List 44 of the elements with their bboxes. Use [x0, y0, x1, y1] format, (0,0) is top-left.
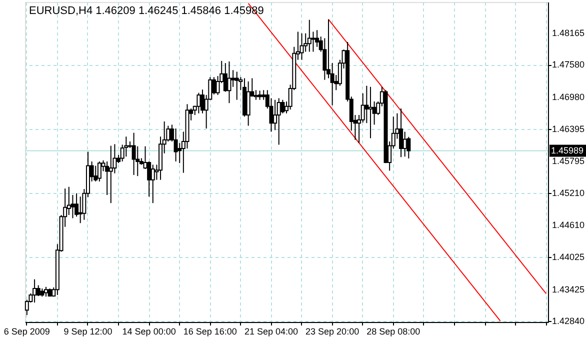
candlestick — [315, 30, 320, 48]
candlestick — [36, 284, 40, 297]
y-tick-label: 1.44610 — [552, 220, 585, 230]
x-tick-label: 21 Sep 04:00 — [244, 326, 298, 336]
candlestick — [227, 60, 232, 104]
candlestick — [258, 90, 262, 100]
candlestick — [234, 71, 239, 100]
candlestick — [97, 160, 102, 182]
x-tick-label: 16 Sep 16:00 — [183, 326, 237, 336]
candlestick — [174, 128, 178, 162]
y-tick-label: 1.47580 — [552, 60, 585, 70]
candlestick — [94, 165, 98, 182]
candlestick — [132, 132, 136, 176]
y-tick-label: 1.42840 — [552, 316, 585, 326]
y-tick-label: 1.46395 — [552, 124, 585, 134]
candlestick — [311, 31, 316, 52]
y-tick-label: 1.45795 — [552, 156, 585, 166]
y-tick-label: 1.46980 — [552, 92, 585, 102]
x-tick-label: 9 Sep 12:00 — [64, 326, 112, 336]
candlestick — [276, 98, 281, 146]
x-tick-label: 23 Sep 20:00 — [306, 326, 360, 336]
line-series — [328, 18, 547, 294]
candlestick — [307, 19, 312, 52]
candlestick — [108, 145, 113, 204]
x-tick-label: 14 Sep 00:00 — [122, 326, 176, 336]
y-tick-label: 1.45210 — [552, 188, 585, 198]
candlestick — [280, 99, 285, 114]
candlestick — [231, 70, 236, 88]
x-tick-label: 28 Sep 08:00 — [366, 326, 420, 336]
candlestick — [150, 164, 155, 204]
candlestick — [44, 286, 48, 298]
y-tick-label: 1.43425 — [552, 284, 585, 294]
candlestick — [300, 32, 304, 60]
y-tick-label: 1.44025 — [552, 252, 585, 262]
candlestick — [399, 108, 404, 158]
candlestick — [246, 80, 250, 126]
ref-line-label: 1.45989 — [551, 146, 584, 156]
x-tick-label: 6 Sep 2009 — [4, 326, 50, 336]
candlestick — [254, 90, 258, 100]
candlestick — [124, 136, 128, 158]
y-tick-label: 1.48165 — [552, 28, 585, 38]
candlestick — [32, 278, 37, 304]
candlestick — [368, 86, 372, 139]
candlestick — [196, 92, 201, 114]
